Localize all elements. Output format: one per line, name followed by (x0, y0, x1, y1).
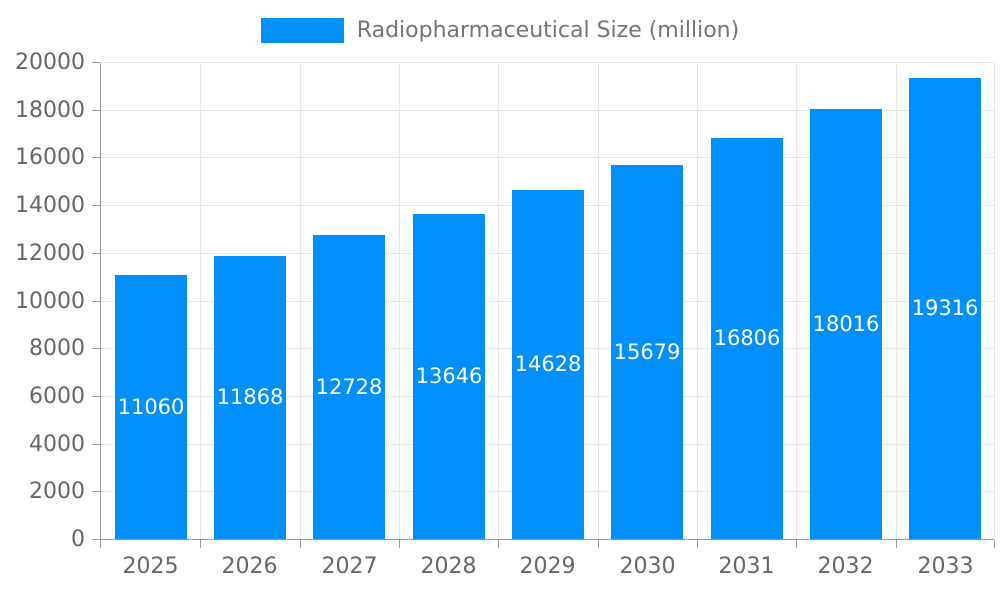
y-axis-tick (92, 491, 100, 493)
y-axis-label: 12000 (15, 240, 85, 266)
y-axis-label: 6000 (29, 383, 85, 409)
x-axis-tick (697, 540, 698, 548)
x-axis-tick (598, 540, 599, 548)
x-axis-tick (300, 540, 301, 548)
x-axis-tick (994, 540, 995, 548)
gridline-vertical (399, 63, 400, 539)
y-axis-tick (92, 252, 100, 254)
y-axis-label: 4000 (29, 431, 85, 457)
legend-label: Radiopharmaceutical Size (million) (356, 18, 740, 43)
legend-item-radiopharmaceutical-size[interactable]: Radiopharmaceutical Size (million) (260, 18, 740, 43)
x-axis-label: 2025 (122, 554, 179, 579)
gridline-vertical (498, 63, 499, 539)
bar[interactable]: 12728 (313, 235, 385, 539)
bar-value-label: 18016 (812, 311, 880, 336)
y-axis-tick (92, 443, 100, 445)
gridline-horizontal (101, 157, 994, 159)
x-axis-tick (399, 540, 400, 548)
bar[interactable]: 19316 (909, 78, 981, 539)
gridline-vertical (598, 63, 599, 539)
x-axis-label: 2030 (619, 554, 676, 579)
gridline-vertical (300, 63, 301, 539)
gridline-horizontal (101, 109, 994, 111)
bar[interactable]: 11868 (214, 256, 286, 539)
x-axis-label: 2026 (221, 554, 278, 579)
y-axis-label: 16000 (15, 145, 85, 171)
bar[interactable]: 14628 (512, 190, 584, 539)
bar[interactable]: 13646 (413, 214, 485, 539)
x-axis-tick (896, 540, 897, 548)
x-axis-tick (498, 540, 499, 548)
y-axis-tick (92, 300, 100, 302)
x-axis-label: 2029 (519, 554, 576, 579)
y-axis-tick (92, 539, 100, 540)
y-axis-label: 20000 (15, 50, 85, 75)
x-axis-tick (796, 540, 797, 548)
y-axis-tick (92, 395, 100, 397)
x-axis-label: 2032 (817, 554, 874, 579)
x-axis-label: 2031 (718, 554, 775, 579)
bar-value-label: 15679 (613, 339, 681, 364)
bar-value-label: 12728 (315, 374, 383, 399)
y-axis-label: 2000 (29, 479, 85, 505)
gridline-vertical (896, 63, 897, 539)
gridline-vertical (796, 63, 797, 539)
gridline-vertical (994, 63, 995, 539)
bar-value-label: 19316 (911, 296, 979, 320)
x-axis-label: 2028 (420, 554, 477, 579)
gridline-vertical (697, 63, 698, 539)
y-axis-tick (92, 62, 100, 63)
bar[interactable]: 15679 (611, 165, 683, 539)
gridline-horizontal (101, 62, 994, 63)
y-axis-label: 18000 (15, 97, 85, 123)
gridline-vertical (200, 63, 201, 539)
bar-value-label: 16806 (713, 326, 781, 350)
bar[interactable]: 18016 (810, 109, 882, 539)
plot-area: 0 2000 4000 6000 8000 10000 12000 14000 16000 180… (15, 52, 995, 578)
y-axis-label: 0 (71, 527, 85, 552)
bar-value-label: 13646 (415, 364, 483, 388)
y-axis-tick (92, 109, 100, 111)
x-axis-label: 2033 (917, 554, 974, 579)
x-axis-tick (100, 540, 101, 548)
x-axis-label: 2027 (321, 554, 378, 579)
bar-value-label: 14628 (514, 352, 582, 376)
y-axis-label: 10000 (15, 288, 85, 314)
bar-value-label: 11060 (117, 394, 185, 419)
bar-value-label: 11868 (216, 385, 284, 409)
x-axis-tick (200, 540, 201, 548)
bar[interactable]: 16806 (711, 138, 783, 539)
legend: Radiopharmaceutical Size (million) (0, 18, 1000, 43)
y-axis-tick (92, 205, 100, 207)
y-axis-label: 14000 (15, 193, 85, 219)
y-axis-label: 8000 (29, 336, 85, 362)
y-axis-tick (92, 157, 100, 159)
bar[interactable]: 11060 (115, 275, 187, 539)
legend-swatch-icon (260, 18, 344, 43)
y-axis-tick (92, 348, 100, 350)
